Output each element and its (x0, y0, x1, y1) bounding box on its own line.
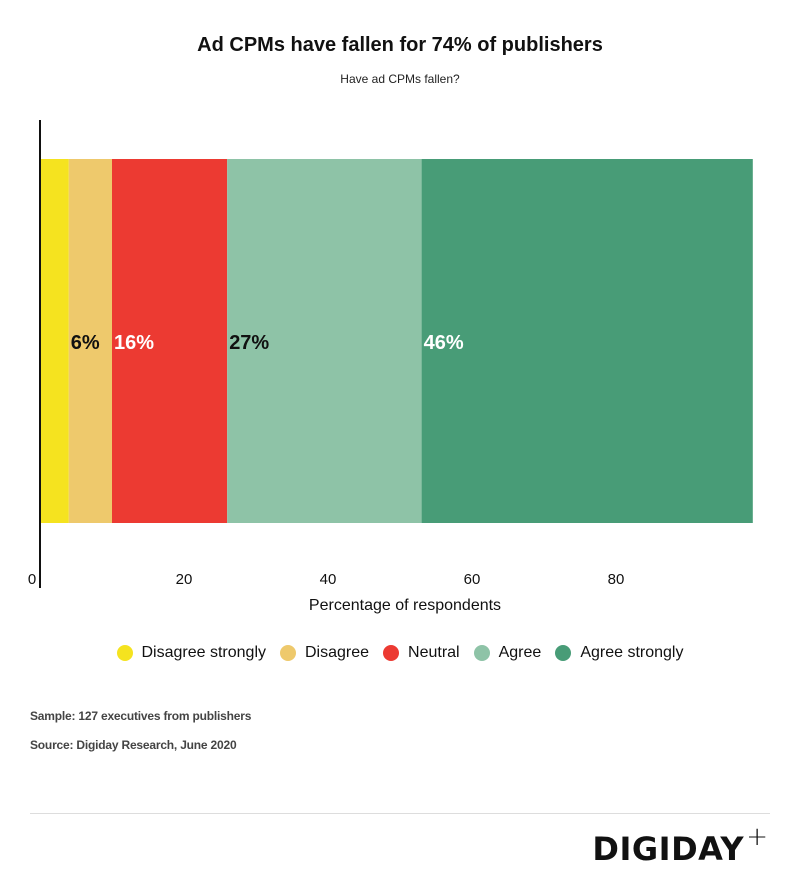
x-tick-label: 40 (320, 571, 337, 588)
legend-label: Neutral (408, 644, 460, 661)
legend-label: Disagree strongly (141, 644, 267, 661)
x-tick-label: 80 (608, 571, 625, 588)
legend-item: Agree (473, 644, 542, 662)
data-label: 16% (114, 332, 154, 354)
chart-title: Ad CPMs have fallen for 74% of publisher… (197, 34, 603, 56)
legend-label: Agree (498, 644, 542, 661)
bar-segment-disagree-strongly (40, 159, 69, 523)
x-tick-label: 20 (176, 571, 193, 588)
legend-swatch-icon (116, 645, 133, 661)
legend-label: Disagree (305, 644, 370, 661)
legend-item: Disagree (280, 644, 369, 662)
x-axis-label: Percentage of respondents (309, 597, 501, 614)
chart-subtitle: Have ad CPMs fallen? (340, 72, 460, 86)
source-note: Source: Digiday Research, June 2020 (30, 738, 237, 752)
bar-segment-neutral (112, 159, 228, 523)
bar-segment-agree (227, 159, 422, 523)
legend-item: Agree strongly (555, 644, 683, 662)
data-label: 27% (229, 332, 269, 354)
legend-swatch-icon (473, 645, 490, 661)
bar-segment-agree-strongly (421, 159, 753, 523)
data-label: 6% (71, 332, 100, 354)
legend-item: Neutral (383, 644, 460, 662)
bar-segment-disagree (68, 159, 112, 523)
legend-label: Agree strongly (580, 644, 684, 661)
legend-swatch-icon (280, 645, 296, 661)
digiday-logo: DIGIDAY (592, 830, 744, 868)
legend-item: Disagree strongly (116, 644, 267, 662)
x-tick-label: 60 (464, 571, 481, 588)
stacked-bar-chart: 6% 16% 27% 46% 0 20 40 60 80 Percentage of respon… (28, 120, 753, 614)
x-tick-label: 0 (28, 571, 36, 588)
digiday-plus-icon: + (746, 822, 768, 852)
chart-legend: Disagree strongly Disagree Neutral Agree Agr… (0, 644, 800, 662)
legend-swatch-icon (555, 645, 572, 661)
legend-swatch-icon (383, 645, 400, 661)
sample-note: Sample: 127 executives from publishers (30, 709, 252, 723)
data-label: 46% (424, 332, 464, 354)
footer-divider (30, 813, 770, 814)
